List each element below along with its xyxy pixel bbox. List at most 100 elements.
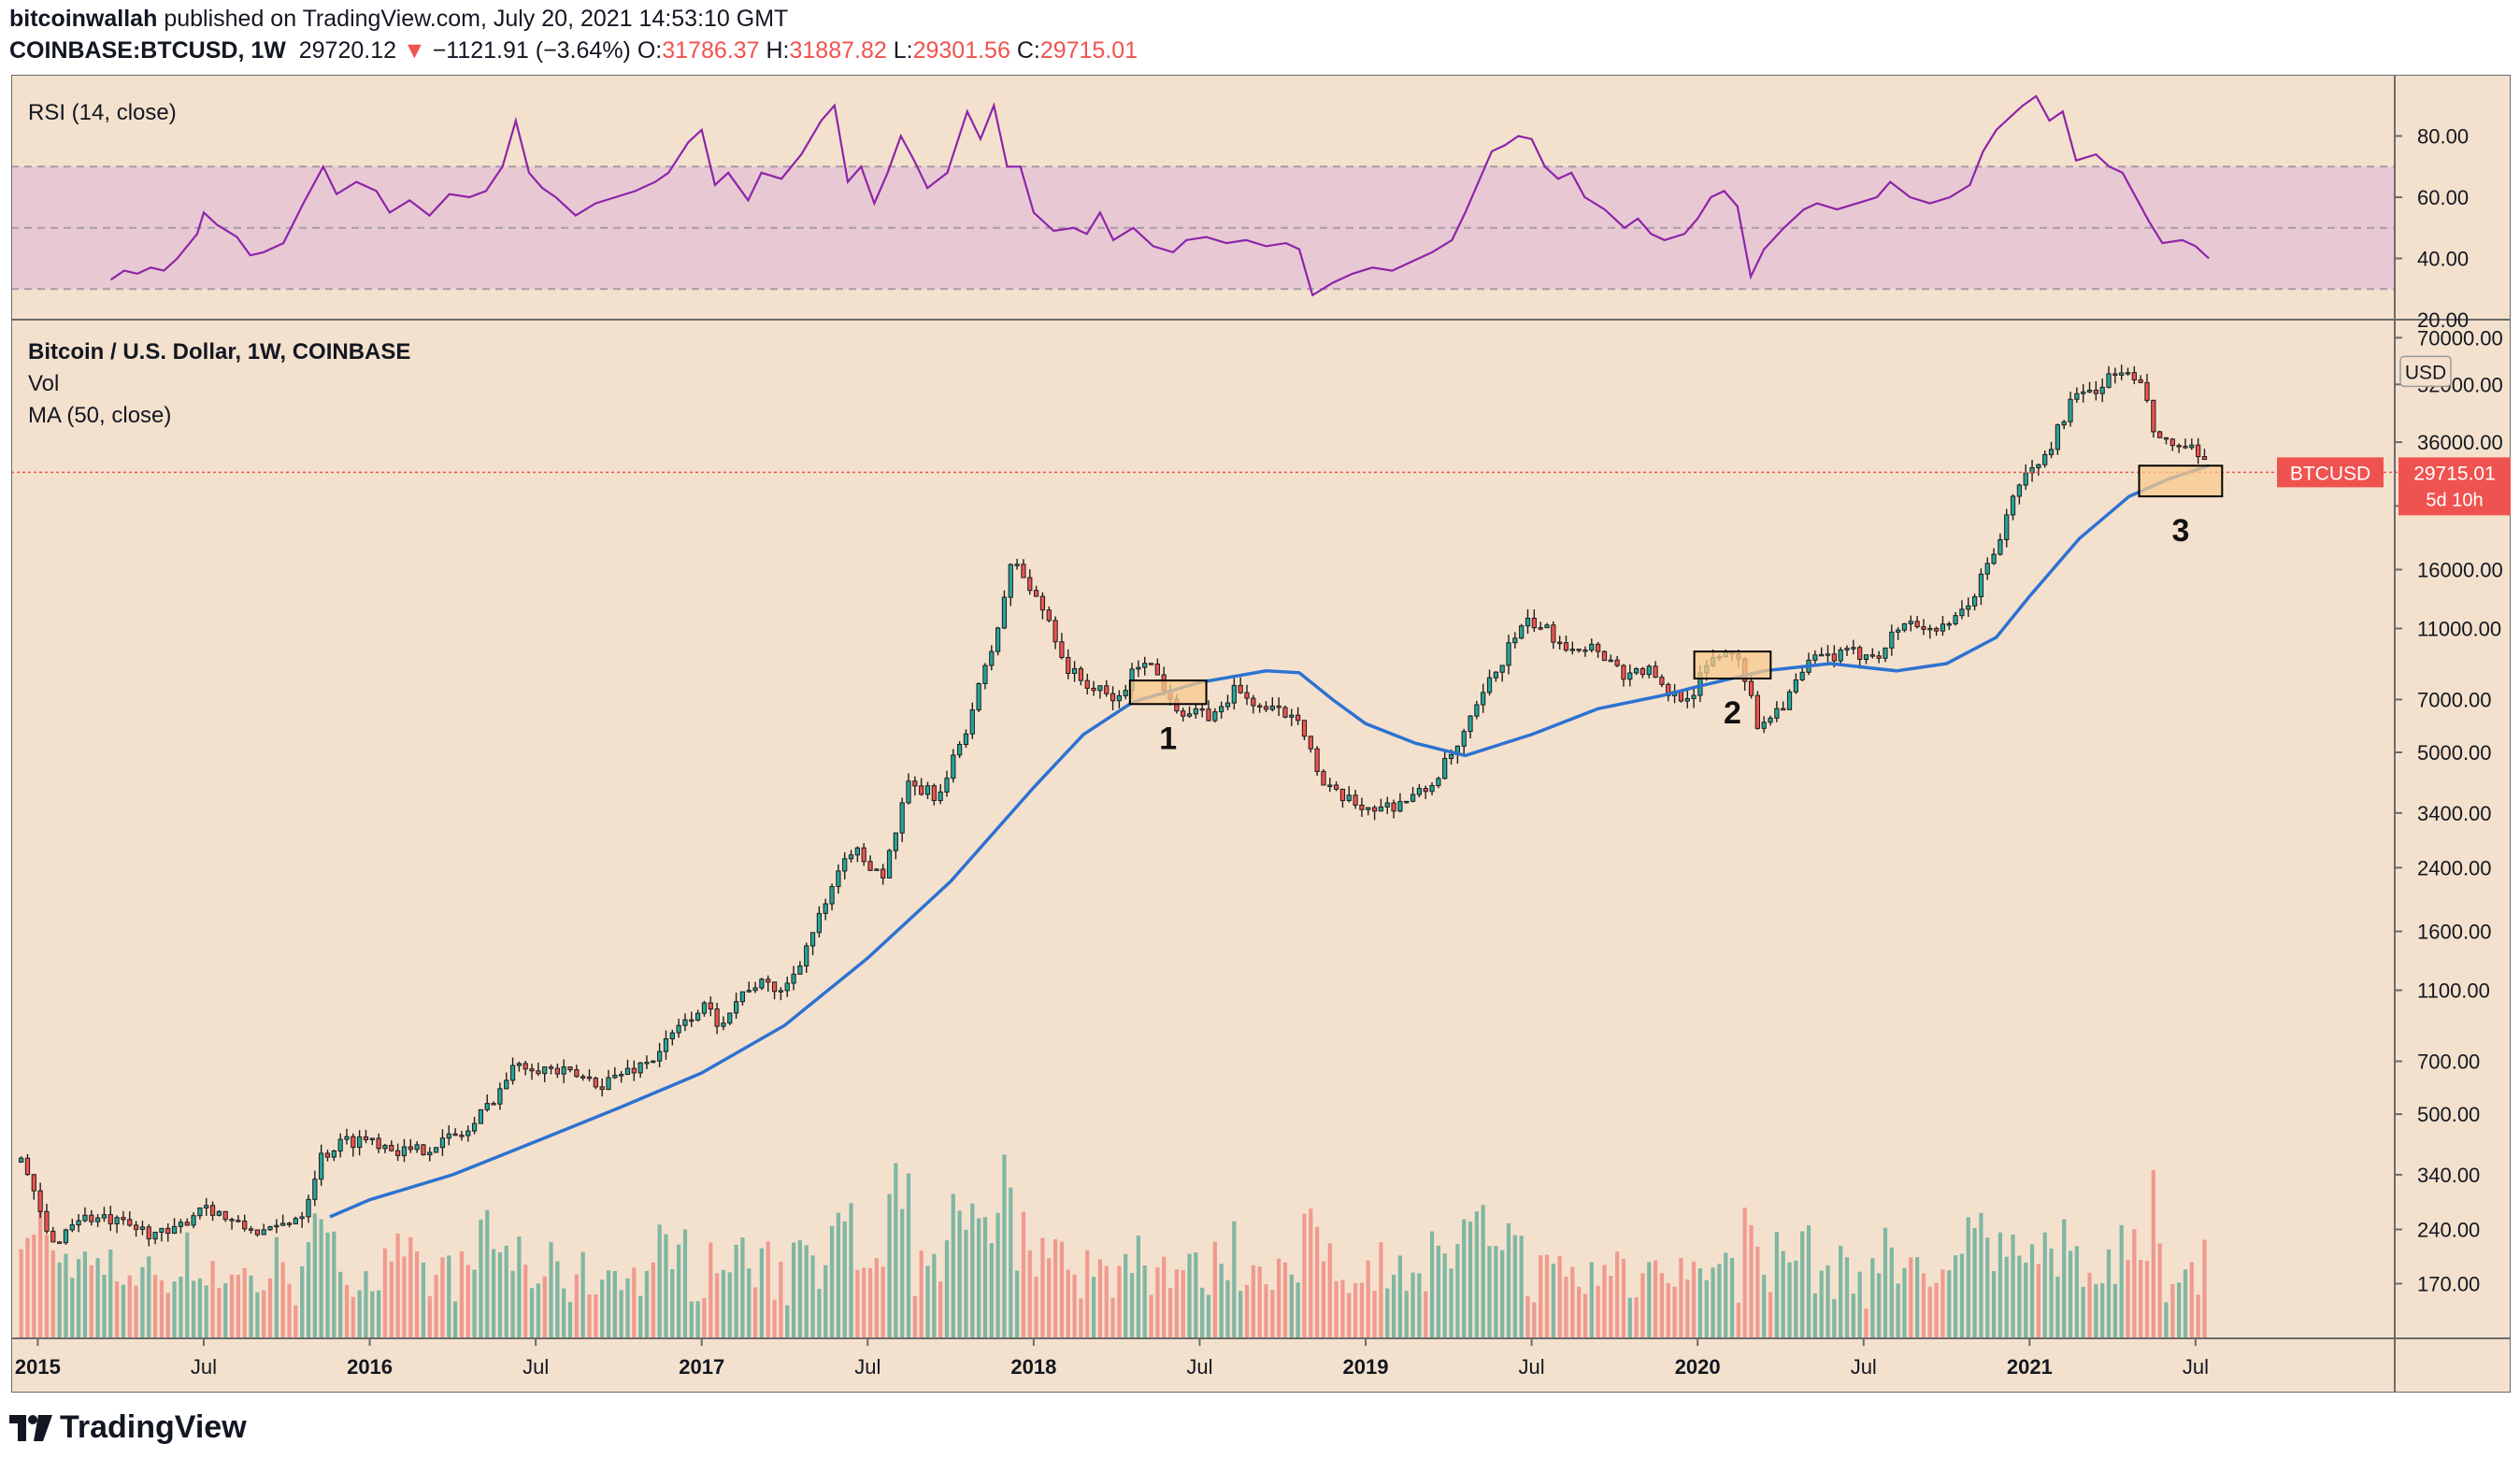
candle-body[interactable] (1148, 663, 1154, 665)
candle-body[interactable] (1481, 692, 1486, 706)
candle-body[interactable] (465, 1130, 471, 1136)
candle-body[interactable] (427, 1151, 433, 1156)
candle-body[interactable] (31, 1174, 36, 1192)
candle-body[interactable] (554, 1067, 560, 1075)
candle-body[interactable] (107, 1214, 113, 1224)
candle-body[interactable] (1333, 784, 1339, 790)
candle-body[interactable] (191, 1215, 196, 1226)
candle-body[interactable] (1027, 577, 1033, 592)
candle-body[interactable] (261, 1229, 266, 1236)
candle-body[interactable] (1321, 770, 1326, 786)
candle-body[interactable] (1531, 617, 1537, 629)
candle-body[interactable] (1646, 665, 1652, 676)
candle-body[interactable] (504, 1079, 509, 1090)
candle-body[interactable] (197, 1207, 203, 1217)
candle-body[interactable] (337, 1138, 343, 1151)
candle-body[interactable] (57, 1241, 63, 1244)
candle-body[interactable] (1519, 625, 1525, 639)
candle-body[interactable] (612, 1074, 618, 1079)
candle-body[interactable] (1768, 717, 1773, 723)
candle-body[interactable] (669, 1032, 675, 1039)
candle-body[interactable] (784, 982, 790, 992)
candle-body[interactable] (439, 1137, 446, 1149)
candle-body[interactable] (976, 682, 981, 711)
candle-body[interactable] (1793, 679, 1798, 693)
candle-body[interactable] (1921, 626, 1926, 630)
candle-body[interactable] (574, 1069, 580, 1078)
candle-body[interactable] (89, 1214, 94, 1222)
candle-body[interactable] (1391, 802, 1396, 812)
candle-body[interactable] (1014, 564, 1020, 566)
candle-body[interactable] (101, 1214, 107, 1219)
candle-body[interactable] (1071, 667, 1078, 674)
candle-body[interactable] (248, 1228, 254, 1231)
candle-body[interactable] (1639, 668, 1646, 676)
candle-body[interactable] (766, 979, 771, 983)
candle-body[interactable] (146, 1226, 151, 1240)
candle-body[interactable] (37, 1190, 43, 1212)
candle-body[interactable] (1869, 654, 1875, 657)
candle-body[interactable] (842, 858, 848, 872)
candle-body[interactable] (2061, 421, 2067, 426)
candle-body[interactable] (2016, 484, 2023, 497)
candle-body[interactable] (1442, 758, 1448, 779)
candle-body[interactable] (1582, 649, 1588, 652)
candle-body[interactable] (1448, 753, 1454, 760)
candle-body[interactable] (2176, 445, 2182, 448)
candle-body[interactable] (969, 709, 975, 735)
candle-body[interactable] (624, 1067, 631, 1076)
candle-body[interactable] (1538, 627, 1543, 630)
candle-body[interactable] (114, 1217, 120, 1224)
candle-body[interactable] (159, 1227, 165, 1233)
candle-body[interactable] (944, 778, 950, 793)
candle-body[interactable] (1601, 650, 1608, 662)
candle-body[interactable] (797, 965, 803, 975)
candle-body[interactable] (254, 1229, 260, 1236)
candle-body[interactable] (861, 847, 866, 863)
candle-body[interactable] (394, 1150, 401, 1156)
candle-body[interactable] (165, 1227, 171, 1235)
candle-body[interactable] (216, 1210, 222, 1216)
candle-body[interactable] (1959, 608, 1965, 617)
candle-body[interactable] (1621, 665, 1626, 680)
candle-body[interactable] (1104, 685, 1110, 694)
candle-body[interactable] (919, 785, 924, 795)
candle-body[interactable] (1212, 711, 1218, 722)
candle-body[interactable] (893, 832, 898, 851)
candle-body[interactable] (1761, 722, 1767, 729)
candle-body[interactable] (1339, 788, 1346, 802)
candle-body[interactable] (1238, 684, 1243, 693)
candle-body[interactable] (319, 1152, 324, 1180)
candle-body[interactable] (1436, 778, 1441, 786)
candle-body[interactable] (1110, 693, 1116, 702)
candle-body[interactable] (867, 861, 873, 871)
candle-body[interactable] (599, 1086, 605, 1091)
candle-body[interactable] (523, 1063, 528, 1070)
candle-body[interactable] (306, 1198, 311, 1218)
candle-body[interactable] (1078, 667, 1084, 681)
candle-body[interactable] (1499, 665, 1505, 673)
candle-body[interactable] (2183, 446, 2188, 449)
candle-body[interactable] (1429, 784, 1435, 793)
candle-body[interactable] (1978, 573, 1984, 597)
candle-body[interactable] (1576, 649, 1582, 651)
candle-body[interactable] (2151, 399, 2156, 433)
tradingview-logo[interactable]: TradingView (9, 1409, 247, 1446)
candle-body[interactable] (1296, 714, 1301, 722)
candle-body[interactable] (2119, 372, 2125, 376)
candle-body[interactable] (1596, 643, 1601, 652)
candle-body[interactable] (94, 1217, 101, 1222)
candle-body[interactable] (1799, 671, 1805, 680)
candle-body[interactable] (1851, 647, 1856, 650)
candle-body[interactable] (854, 847, 860, 856)
candle-body[interactable] (759, 979, 765, 989)
candle-body[interactable] (1812, 654, 1818, 661)
candle-body[interactable] (1863, 654, 1869, 661)
candle-body[interactable] (657, 1051, 663, 1062)
candle-body[interactable] (752, 987, 758, 992)
candle-body[interactable] (689, 1019, 694, 1022)
candle-body[interactable] (363, 1136, 369, 1141)
candle-body[interactable] (1512, 637, 1518, 644)
candle-body[interactable] (791, 973, 796, 984)
candle-body[interactable] (1506, 642, 1511, 666)
